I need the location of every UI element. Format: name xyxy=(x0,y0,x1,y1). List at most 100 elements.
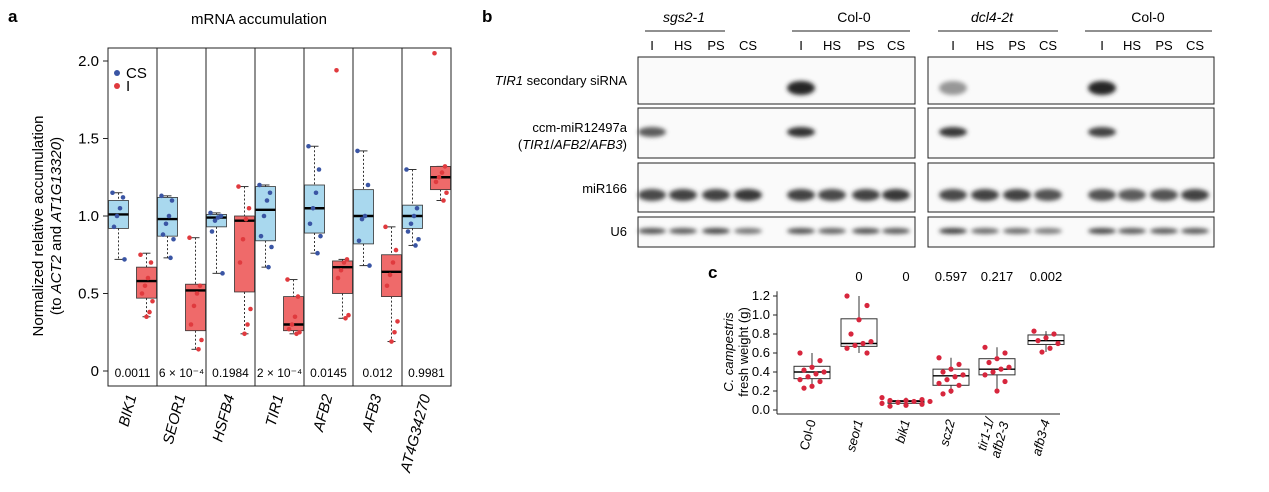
blot-band xyxy=(787,81,815,95)
c-data-point xyxy=(994,356,1000,362)
blot-band xyxy=(734,228,762,234)
blot-band xyxy=(1118,189,1146,201)
x-label: AFB2 xyxy=(310,392,337,434)
panel-b-group-headers: sgs2-1 Col-0 dcl4-2t Col-0 xyxy=(645,9,1212,32)
data-point xyxy=(169,198,175,203)
c-data-point xyxy=(1047,345,1053,351)
blot-band xyxy=(852,228,880,234)
panel-a-boxes xyxy=(108,50,451,352)
c-data-point xyxy=(956,361,962,367)
data-point xyxy=(404,167,409,172)
data-point xyxy=(147,309,152,315)
data-point xyxy=(432,50,437,56)
data-point xyxy=(413,243,418,248)
data-point xyxy=(243,216,249,222)
data-point xyxy=(362,213,368,219)
box-i xyxy=(136,266,157,299)
lane-label: CS xyxy=(1039,38,1057,53)
data-point xyxy=(316,167,322,172)
row-label: U6 xyxy=(610,224,627,239)
data-point xyxy=(442,164,448,169)
data-point xyxy=(389,339,394,344)
c-y-tick-label: 0.4 xyxy=(752,364,770,379)
c-x-label: afb3-4 xyxy=(1029,418,1053,458)
c-p-value: 0.597 xyxy=(935,269,968,284)
data-point xyxy=(334,68,339,73)
c-y-tick-label: 0.8 xyxy=(752,326,770,341)
data-point xyxy=(405,229,411,234)
legend-label: I xyxy=(126,78,130,95)
data-point xyxy=(220,271,225,276)
panel-c-x-labels: Col-0 seor1 bik1 scz2 tir1-1/afb2-3 afb3-4 xyxy=(796,415,1053,460)
blot-band xyxy=(669,189,697,201)
x-label: HSFB4 xyxy=(209,393,238,444)
c-data-point xyxy=(797,377,803,383)
blot-band xyxy=(939,127,967,137)
data-point xyxy=(267,190,273,196)
c-data-point xyxy=(994,388,1000,394)
panel-a-frame xyxy=(107,47,452,387)
data-point xyxy=(341,260,347,265)
blot-band xyxy=(1088,81,1116,95)
panel-a-legend: CSI xyxy=(114,65,147,95)
panel-b-row-labels: TIR1 secondary siRNA ccm-miR12497a (TIR1/A… xyxy=(495,73,628,239)
panel-c-boxes xyxy=(793,293,1065,409)
p-value: 6 × 10⁻⁴ xyxy=(159,366,204,380)
data-point xyxy=(343,316,348,321)
c-p-value: 0.002 xyxy=(1030,269,1063,284)
data-point xyxy=(166,213,172,219)
data-point xyxy=(439,170,445,175)
c-data-point xyxy=(805,374,811,380)
panel-c-ylabel: C. campestris fresh weight (g) xyxy=(721,307,751,397)
blot-frame xyxy=(637,107,916,159)
data-point xyxy=(144,314,149,320)
blot-band xyxy=(638,228,666,234)
blot-band xyxy=(638,127,666,137)
data-point xyxy=(122,257,127,262)
c-data-point xyxy=(1006,364,1012,370)
c-y-tick-label: 1.0 xyxy=(752,307,770,322)
data-point xyxy=(367,263,372,268)
lane-label: I xyxy=(951,38,955,53)
data-point xyxy=(246,205,252,211)
data-point xyxy=(306,143,311,149)
c-data-point xyxy=(1055,340,1061,347)
blot-band xyxy=(1034,228,1062,234)
c-data-point xyxy=(848,331,854,337)
data-point xyxy=(269,244,274,250)
row-label: TIR1 secondary siRNA xyxy=(495,73,628,88)
data-point xyxy=(416,236,421,242)
y-tick-label: 0.5 xyxy=(78,286,99,303)
c-data-point xyxy=(927,398,933,405)
data-point xyxy=(384,283,390,289)
data-point xyxy=(209,229,215,234)
c-x-label: bik1 xyxy=(892,418,913,445)
data-point xyxy=(194,291,200,296)
p-value: 0.0011 xyxy=(115,366,151,380)
c-data-point xyxy=(801,385,807,391)
blot-band xyxy=(702,228,730,234)
c-data-point xyxy=(844,293,850,299)
data-point xyxy=(338,267,344,273)
panel-a: a mRNA accumulation Normalized relative … xyxy=(8,7,452,475)
c-data-point xyxy=(1002,378,1008,385)
panel-b-label: b xyxy=(482,7,492,26)
c-data-point xyxy=(887,403,893,409)
box-i xyxy=(332,260,353,294)
blot-band xyxy=(669,228,697,234)
panel-a-ylabel-line1: Normalized relative accumulation xyxy=(30,116,47,337)
lane-label: PS xyxy=(1155,38,1173,53)
x-label: SEOR1 xyxy=(160,393,190,447)
blot-frame xyxy=(927,107,1215,159)
c-data-point xyxy=(864,350,870,356)
blot-band xyxy=(1003,228,1031,234)
data-point xyxy=(383,224,388,230)
c-data-point xyxy=(936,380,942,386)
data-point xyxy=(163,221,169,227)
blot-band xyxy=(1034,189,1062,201)
panel-b-blots xyxy=(637,56,1215,248)
lane-label: HS xyxy=(823,38,841,53)
data-point xyxy=(212,218,218,223)
data-point xyxy=(359,216,365,222)
data-point xyxy=(393,247,399,253)
